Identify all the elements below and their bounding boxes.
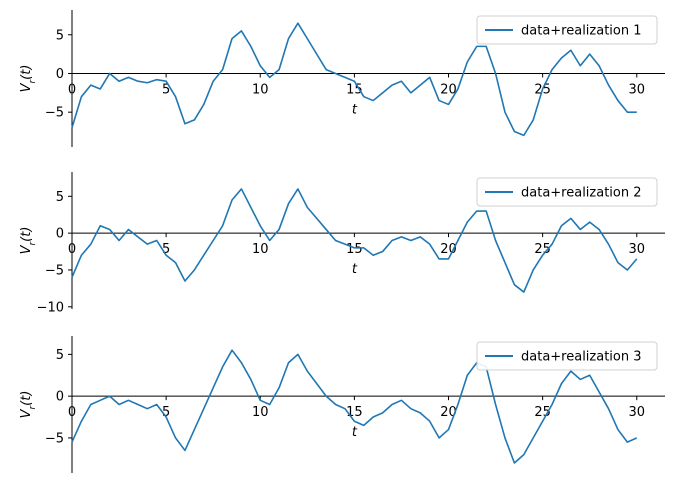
- x-tick-label: 20: [440, 242, 457, 257]
- legend-label: data+realization 2: [521, 186, 642, 201]
- y-tick-label: −5: [45, 263, 64, 278]
- legend: data+realization 1: [476, 15, 658, 45]
- y-tick-label: 5: [56, 348, 64, 363]
- legend-box: [476, 341, 658, 371]
- legend-box: [476, 177, 658, 207]
- y-tick-label: −10: [37, 300, 64, 315]
- x-tick-label: 15: [346, 242, 363, 257]
- x-tick-label: 5: [162, 242, 170, 257]
- x-axis-label: t: [352, 102, 358, 117]
- legend: data+realization 3: [476, 341, 658, 371]
- x-tick-label: 0: [68, 242, 76, 257]
- legend-box: [476, 15, 658, 45]
- legend-label: data+realization 1: [521, 24, 642, 39]
- series-line: [71, 22, 637, 137]
- x-tick-label: 0: [68, 405, 76, 420]
- x-tick-label: 30: [628, 242, 645, 257]
- x-tick-label: 10: [252, 82, 269, 97]
- x-tick-label: 10: [252, 405, 269, 420]
- y-tick-label: −5: [45, 106, 64, 121]
- x-tick-label: 5: [162, 82, 170, 97]
- series-line: [71, 349, 638, 464]
- y-tick-label: −5: [45, 431, 64, 446]
- x-tick-label: 25: [534, 405, 551, 420]
- x-tick-label: 10: [252, 242, 269, 257]
- legend-label: data+realization 3: [521, 350, 642, 365]
- x-tick-label: 25: [534, 242, 551, 257]
- y-axis-label: Vr(t): [19, 391, 38, 419]
- x-tick-label: 0: [68, 82, 76, 97]
- y-tick-label: 0: [56, 390, 64, 405]
- x-tick-label: 15: [346, 82, 363, 97]
- series-line: [71, 188, 638, 293]
- x-tick-label: 30: [628, 405, 645, 420]
- x-tick-label: 5: [162, 405, 170, 420]
- y-tick-label: 0: [56, 227, 64, 242]
- y-axis-label: Vr(t): [19, 65, 38, 93]
- x-tick-label: 20: [440, 82, 457, 97]
- x-axis-label: t: [352, 262, 358, 277]
- y-axis-label: Vr(t): [19, 227, 38, 255]
- legend: data+realization 2: [476, 177, 658, 207]
- y-tick-label: 5: [56, 190, 64, 205]
- y-tick-label: 0: [56, 67, 64, 82]
- y-tick-label: 5: [56, 28, 64, 43]
- x-axis-label: t: [352, 425, 358, 440]
- subplot-2: −10 −5 0 5 0 5 10 15 20 25 30 t Vr(t) data+realizatio…: [19, 172, 665, 315]
- x-tick-label: 30: [628, 82, 645, 97]
